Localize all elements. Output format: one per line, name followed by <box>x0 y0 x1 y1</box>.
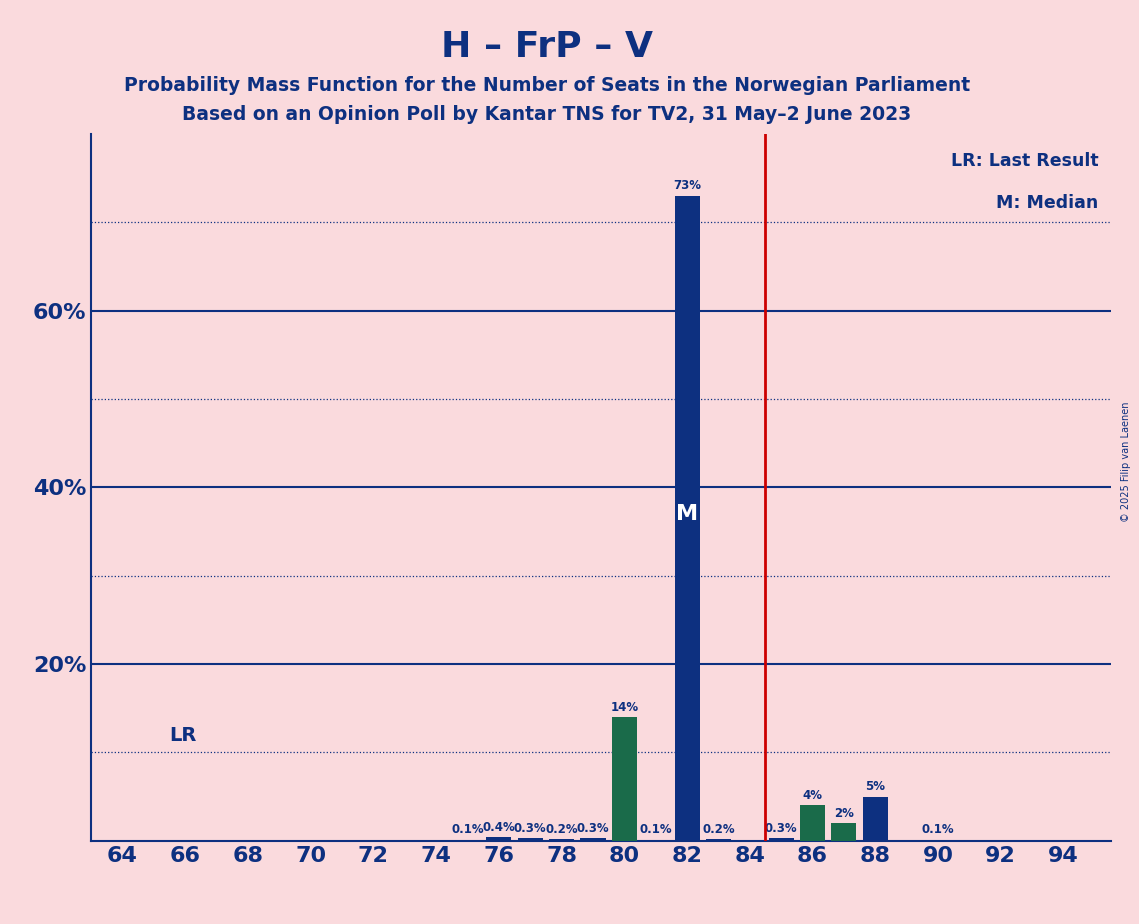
Text: 4%: 4% <box>803 789 822 802</box>
Bar <box>769 838 794 841</box>
Text: 0.3%: 0.3% <box>514 821 547 834</box>
Bar <box>581 838 606 841</box>
Text: 14%: 14% <box>611 700 639 713</box>
Text: M: M <box>677 504 698 524</box>
Text: M: Median: M: Median <box>995 194 1098 213</box>
Bar <box>800 806 825 841</box>
Bar <box>706 839 731 841</box>
Text: 0.4%: 0.4% <box>483 821 515 833</box>
Text: 0.1%: 0.1% <box>639 823 672 836</box>
Text: 73%: 73% <box>673 179 702 192</box>
Bar <box>612 717 637 841</box>
Bar <box>549 839 574 841</box>
Text: 0.3%: 0.3% <box>576 821 609 834</box>
Text: 0.1%: 0.1% <box>451 823 484 836</box>
Text: 0.3%: 0.3% <box>765 821 797 834</box>
Text: LR: LR <box>170 726 197 746</box>
Text: H – FrP – V: H – FrP – V <box>441 30 653 64</box>
Text: LR: Last Result: LR: Last Result <box>951 152 1098 170</box>
Text: 5%: 5% <box>866 780 885 793</box>
Text: 0.1%: 0.1% <box>921 823 954 836</box>
Text: 2%: 2% <box>834 807 854 820</box>
Text: Probability Mass Function for the Number of Seats in the Norwegian Parliament: Probability Mass Function for the Number… <box>124 76 969 95</box>
Bar <box>674 196 699 841</box>
Bar <box>862 796 887 841</box>
Text: Based on an Opinion Poll by Kantar TNS for TV2, 31 May–2 June 2023: Based on an Opinion Poll by Kantar TNS f… <box>182 105 911 125</box>
Text: 0.2%: 0.2% <box>702 822 735 835</box>
Text: © 2025 Filip van Laenen: © 2025 Filip van Laenen <box>1121 402 1131 522</box>
Bar <box>518 838 543 841</box>
Bar <box>831 823 857 841</box>
Bar <box>486 837 511 841</box>
Text: 0.2%: 0.2% <box>546 822 577 835</box>
